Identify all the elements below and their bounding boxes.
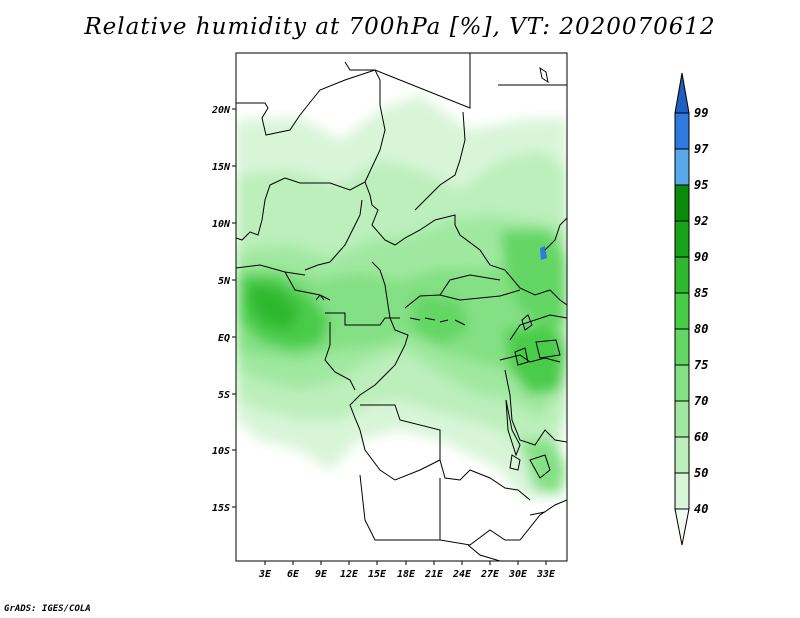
colorbar-cell	[674, 184, 690, 222]
lon-label-6e: 6E	[287, 569, 300, 580]
colorbar-cell	[674, 72, 690, 114]
lon-label-21e: 21E	[424, 569, 444, 580]
grads-credit: GrADS: IGES/COLA	[4, 604, 91, 614]
colorbar: 40 50 60 70 75 80 85 90 92 95 97 99	[674, 72, 709, 546]
lon-label-12e: 12E	[340, 569, 359, 580]
lon-label-9e: 9E	[315, 569, 328, 580]
colorbar-cell	[674, 364, 690, 402]
lat-ticks	[232, 108, 236, 508]
colorbar-cell	[674, 148, 690, 186]
colorbar-label-60: 60	[694, 430, 708, 444]
colorbar-label-92: 92	[694, 214, 708, 228]
colorbar-cell	[674, 508, 690, 546]
colorbar-label-97: 97	[694, 142, 709, 156]
lat-label-5n: 5N	[218, 276, 231, 287]
lat-label-15s: 15S	[212, 503, 230, 514]
colorbar-cell	[674, 292, 690, 330]
lon-label-18e: 18E	[397, 569, 416, 580]
lon-label-3e: 3E	[258, 569, 272, 580]
lon-ticks	[264, 561, 547, 565]
lat-label-15n: 15N	[212, 162, 231, 173]
lat-label-eq: EQ	[218, 333, 230, 344]
lon-label-30e: 30E	[508, 569, 528, 580]
lat-label-10s: 10S	[212, 446, 230, 457]
colorbar-cell	[674, 112, 690, 150]
map-frame	[235, 52, 568, 562]
colorbar-label-40: 40	[694, 502, 708, 516]
colorbar-label-99: 99	[694, 106, 708, 120]
country-borders	[236, 53, 567, 561]
colorbar-cell	[674, 220, 690, 258]
colorbar-cell	[674, 256, 690, 294]
colorbar-cell	[674, 436, 690, 474]
lat-label-10n: 10N	[212, 219, 231, 230]
lon-label-24e: 24E	[452, 569, 472, 580]
colorbar-label-75: 75	[694, 358, 708, 372]
colorbar-label-90: 90	[694, 250, 708, 264]
lon-label-27e: 27E	[480, 569, 500, 580]
lon-label-33e: 33E	[536, 569, 556, 580]
chart-title: Relative humidity at 700hPa [%], VT: 202…	[84, 14, 716, 40]
lat-label-5s: 5S	[218, 390, 230, 401]
lon-label-15e: 15E	[368, 569, 387, 580]
colorbar-label-85: 85	[694, 286, 708, 300]
lat-label-20n: 20N	[211, 105, 231, 116]
colorbar-cell	[674, 328, 690, 366]
colorbar-label-95: 95	[694, 178, 708, 192]
humidity-field	[236, 53, 567, 561]
colorbar-cell	[674, 472, 690, 510]
colorbar-label-80: 80	[694, 322, 708, 336]
colorbar-cell	[674, 400, 690, 438]
colorbar-label-70: 70	[694, 394, 708, 408]
colorbar-label-50: 50	[694, 466, 708, 480]
